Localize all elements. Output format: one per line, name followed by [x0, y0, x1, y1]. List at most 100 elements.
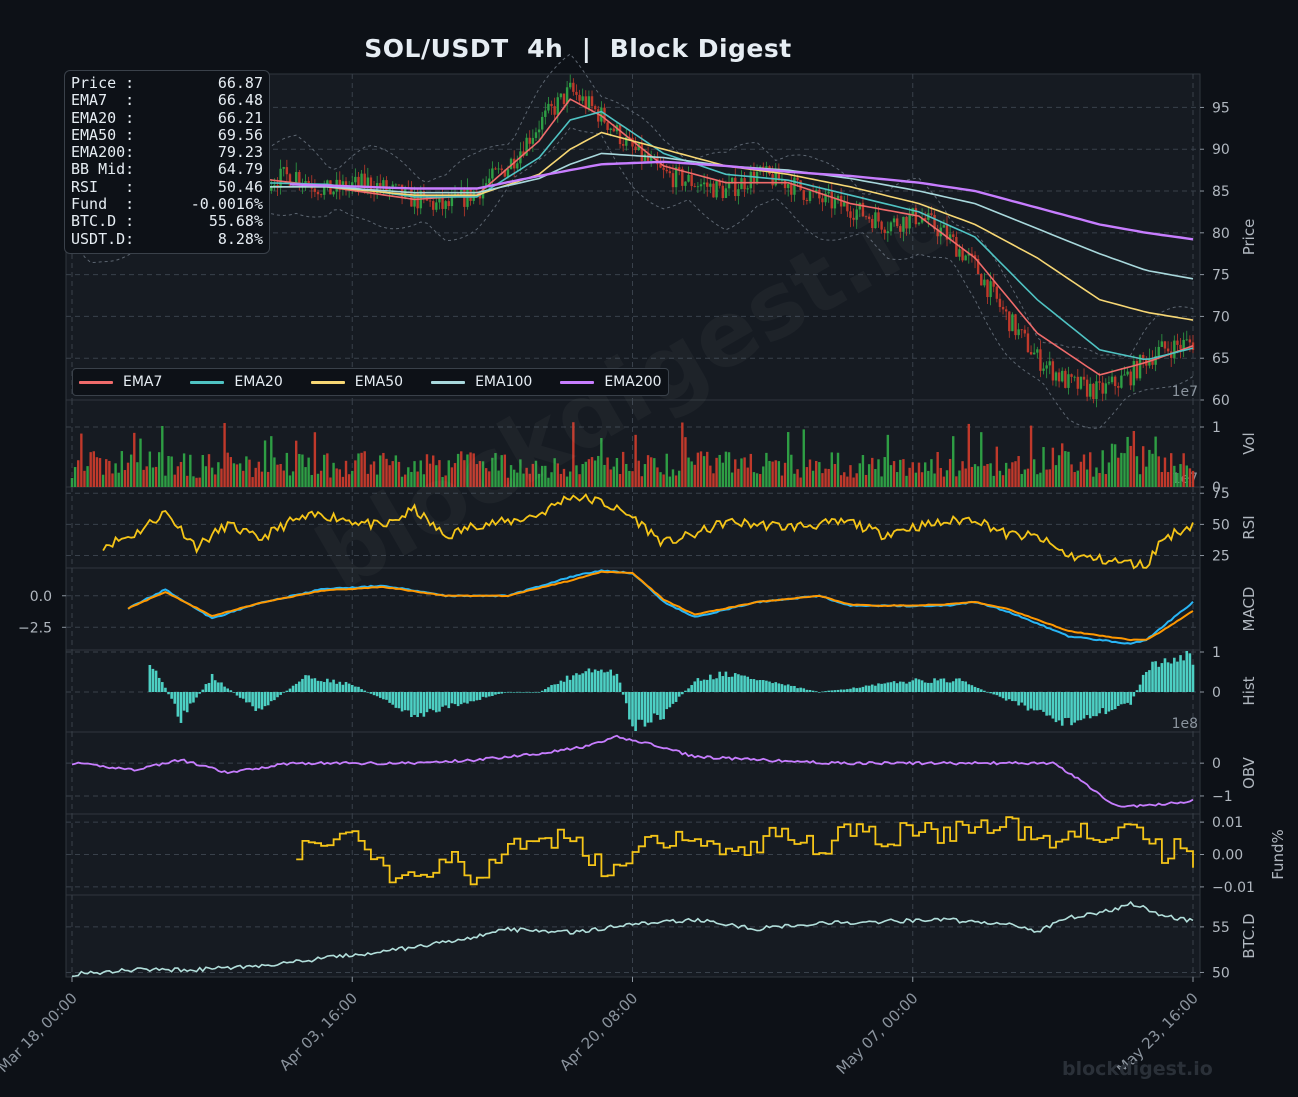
y-tick-label: 75	[1212, 486, 1230, 502]
volume-bar	[179, 461, 183, 487]
volume-bar	[600, 438, 603, 487]
candle-body	[715, 181, 718, 198]
volume-bar	[512, 469, 516, 487]
candle-body	[712, 183, 715, 198]
candle-body	[1054, 372, 1058, 381]
candle-body	[964, 255, 967, 261]
hist-bar	[481, 692, 485, 697]
candle-body	[516, 163, 519, 169]
volume-bar	[519, 459, 522, 487]
info-value: 66.87	[217, 74, 263, 92]
legend-swatch	[79, 380, 113, 384]
series-line-macd	[127, 569, 1194, 645]
volume-bar	[727, 452, 731, 487]
volume-bar	[830, 452, 833, 487]
candle-body	[805, 199, 809, 201]
info-label: EMA50 :	[71, 125, 135, 144]
volume-bar	[266, 471, 270, 487]
volume-bar	[986, 464, 989, 487]
hist-bar	[1004, 692, 1008, 701]
volume-bar	[1048, 469, 1051, 487]
candle-body	[1129, 371, 1132, 386]
volume-bar	[662, 474, 665, 487]
hist-bar	[307, 675, 310, 692]
volume-bar	[419, 460, 422, 487]
hist-bar	[1191, 664, 1195, 692]
legend-item-ema7: EMA7	[79, 374, 162, 390]
volume-bar	[428, 463, 432, 487]
candle-body	[933, 214, 936, 230]
info-row: RSI : 50.46	[71, 178, 263, 196]
candle-body	[1185, 339, 1188, 341]
volume-bar	[952, 436, 955, 487]
volume-bar	[363, 451, 366, 487]
candle-body	[1166, 348, 1170, 352]
volume-bar	[164, 475, 167, 487]
volume-bar	[1135, 456, 1139, 487]
candle-body	[323, 186, 326, 195]
volume-bar	[114, 463, 117, 487]
candle-body	[537, 129, 541, 133]
volume-bar	[251, 477, 254, 487]
candle-body	[307, 181, 310, 184]
volume-bar	[360, 452, 363, 487]
candle-body	[357, 176, 360, 186]
hist-bar	[983, 690, 986, 692]
volume-bar	[410, 471, 413, 487]
candle-body	[796, 177, 799, 181]
candle-body	[416, 192, 419, 209]
candle-body	[1092, 383, 1095, 400]
volume-bar	[818, 462, 821, 487]
candle-body	[488, 178, 491, 184]
hist-bar	[391, 692, 395, 705]
volume-bar	[154, 466, 158, 487]
hist-bar	[634, 692, 637, 732]
volume-bar	[1176, 472, 1179, 487]
volume-bar	[285, 452, 289, 487]
hist-bar	[1064, 692, 1067, 719]
legend-label: EMA20	[234, 374, 283, 390]
hist-bar	[765, 680, 768, 692]
candle-body	[861, 202, 865, 217]
hist-bar	[170, 692, 173, 699]
volume-bar	[151, 467, 155, 487]
candle-body	[942, 225, 946, 228]
y-tick-label: 70	[1212, 309, 1230, 325]
hist-bar	[995, 692, 999, 696]
volume-bar	[338, 469, 341, 487]
volume-bar	[815, 460, 818, 487]
hist-bar	[659, 692, 662, 720]
volume-bar	[544, 465, 547, 487]
candle-body	[678, 167, 681, 169]
candle-body	[366, 177, 370, 187]
candle-body	[491, 168, 494, 179]
volume-bar	[229, 457, 233, 487]
hist-bar	[939, 678, 943, 692]
candle-body	[428, 200, 432, 202]
hist-bar	[438, 692, 441, 712]
hist-bar	[1141, 674, 1145, 692]
volume-bar	[681, 422, 684, 487]
volume-bar	[699, 451, 703, 487]
volume-bar	[758, 474, 762, 487]
volume-bar	[973, 464, 977, 487]
volume-bar	[441, 476, 444, 487]
hist-bar	[354, 686, 357, 692]
candle-body	[388, 188, 391, 191]
hist-bar	[547, 687, 550, 692]
hist-bar	[1104, 692, 1108, 715]
candle-body	[400, 184, 404, 198]
candle-body	[509, 158, 513, 170]
hist-bar	[400, 692, 404, 712]
volume-bar	[1011, 462, 1014, 487]
hist-bar	[727, 676, 731, 692]
volume-bar	[382, 452, 385, 487]
candle-body	[1132, 361, 1136, 386]
legend-item-ema50: EMA50	[310, 374, 403, 390]
volume-bar	[671, 469, 675, 487]
hist-bar	[238, 692, 242, 698]
volume-bar	[693, 464, 696, 487]
hist-bar	[1098, 692, 1101, 714]
hist-bar	[329, 682, 332, 692]
volume-bar	[282, 470, 285, 487]
